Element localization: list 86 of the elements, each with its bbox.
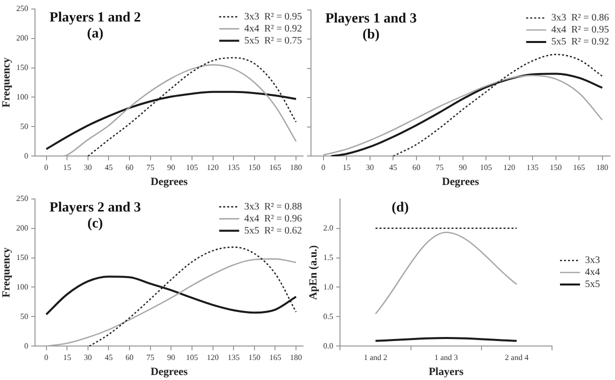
y-tick-label: 0 (24, 341, 28, 350)
x-tick-label: 165 (269, 353, 282, 362)
legend-label: 3x3 (585, 255, 600, 266)
y-tick-label: 0 (24, 151, 28, 160)
y-tick-label: 250 (16, 4, 28, 13)
y-tick-label: 1.0 (323, 282, 334, 292)
x-tick-label: 135 (228, 353, 240, 362)
annotation: Players 1 and 2 (50, 10, 141, 26)
x-tick-label: 165 (573, 163, 586, 172)
y-tick-label: 150 (16, 252, 28, 262)
legend-label: 3x3 R² = 0.86 (551, 12, 610, 24)
x-tick-label: 45 (104, 163, 113, 172)
x-tick-label: 1 and 3 (434, 353, 458, 362)
x-tick-label: 135 (228, 163, 240, 172)
x-tick-label: 180 (290, 163, 302, 172)
y-axis-title: Frequency (0, 247, 12, 298)
legend-label: 3x3 R² = 0.88 (244, 201, 302, 212)
x-tick-label: 75 (146, 163, 154, 172)
annotation: (b) (362, 28, 380, 43)
legend-label: 4x4 (585, 267, 600, 278)
y-tick-label: 200 (16, 33, 28, 42)
x-tick-label: 120 (503, 163, 516, 172)
y-axis-title: Frequency (0, 57, 12, 108)
annotation: Players 2 and 3 (50, 200, 141, 216)
x-tick-label: 105 (186, 163, 198, 172)
x-tick-label: 60 (126, 353, 134, 362)
y-axis-title: ApEn (a.u.) (307, 244, 320, 300)
x-tick-label: 30 (84, 163, 92, 172)
legend-label: 5x5 R² = 0.62 (244, 225, 302, 236)
y-tick-label: 100 (16, 282, 28, 292)
x-tick-label: 90 (167, 353, 176, 362)
x-tick-label: 90 (167, 163, 176, 172)
x-tick-label: 60 (412, 163, 420, 172)
x-tick-label: 180 (290, 353, 302, 362)
x-tick-label: 150 (248, 353, 260, 362)
line-series (62, 64, 297, 156)
y-tick-label: 1.5 (323, 252, 334, 262)
x-axis-title: Degrees (150, 176, 188, 188)
x-tick-label: 30 (84, 353, 92, 362)
y-tick-label: 0.0 (323, 341, 334, 350)
y-tick-label: 150 (16, 62, 28, 72)
x-axis-title: Degrees (150, 366, 188, 378)
annotation: Players 1 and 3 (325, 12, 417, 27)
y-tick-label: 250 (16, 194, 28, 203)
x-tick-label: 0 (44, 353, 48, 362)
x-tick-label: 60 (126, 163, 134, 172)
legend-label: 5x5 (585, 279, 600, 290)
x-tick-label: 120 (206, 163, 219, 172)
x-tick-label: 15 (342, 163, 351, 172)
y-tick-label: 2.0 (323, 223, 334, 232)
x-tick-label: 105 (186, 353, 198, 362)
x-tick-label: 75 (436, 163, 444, 172)
x-tick-label: 45 (104, 353, 113, 362)
x-tick-label: 105 (480, 163, 492, 172)
x-tick-label: 15 (63, 353, 72, 362)
legend-label: 4x4 R² = 0.95 (551, 24, 610, 36)
x-tick-label: 0 (44, 163, 48, 172)
y-tick-label: 200 (16, 223, 28, 232)
legend-label: 4x4 R² = 0.96 (244, 213, 302, 224)
x-tick-label: 90 (458, 163, 467, 172)
y-tick-label: 0.5 (323, 312, 334, 321)
legend-label: 4x4 R² = 0.92 (244, 23, 302, 34)
legend-label: 5x5 R² = 0.92 (551, 36, 610, 48)
line-series (46, 258, 297, 346)
x-tick-label: 1 and 2 (364, 353, 388, 362)
x-tick-label: 180 (596, 163, 608, 172)
legend-label: 3x3 R² = 0.95 (244, 11, 302, 22)
x-tick-label: 2 and 4 (504, 353, 528, 362)
annotation: (a) (87, 26, 104, 42)
x-tick-label: 30 (366, 163, 374, 172)
x-tick-label: 45 (389, 163, 398, 172)
x-tick-label: 165 (269, 163, 282, 172)
x-tick-label: 150 (248, 163, 260, 172)
x-tick-label: 150 (550, 163, 562, 172)
x-tick-label: 135 (526, 163, 539, 172)
x-axis-title: Players (428, 366, 464, 378)
y-tick-label: 50 (20, 312, 28, 321)
y-tick-label: 50 (20, 122, 28, 131)
x-tick-label: 120 (206, 353, 219, 362)
annotation: (d) (392, 200, 410, 216)
y-tick-label: 100 (16, 92, 28, 102)
legend-label: 5x5 R² = 0.75 (244, 35, 302, 46)
annotation: (c) (87, 216, 104, 232)
x-tick-label: 15 (63, 163, 72, 172)
x-axis-title: Degrees (442, 176, 480, 188)
x-tick-label: 75 (146, 353, 154, 362)
